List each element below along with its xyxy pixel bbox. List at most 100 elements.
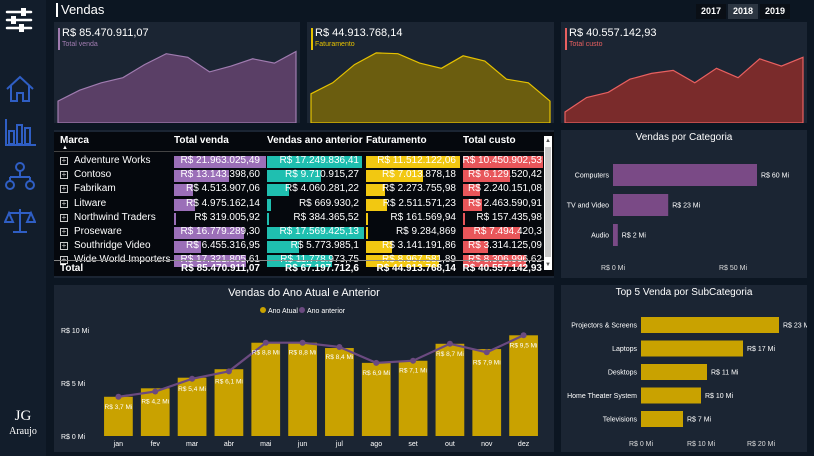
line-point[interactable]	[336, 343, 343, 350]
table-row[interactable]: + Fabrikam R$ 4.513.907,06 R$ 4.060.281,22 R…	[54, 183, 544, 197]
expand-icon[interactable]: +	[60, 198, 68, 208]
mensal-panel: Vendas do Ano Atual e Anterior Ano Atual…	[54, 285, 554, 452]
user-name: Araujo	[9, 426, 37, 437]
total-custo: R$ 40.557.142,93	[462, 263, 542, 274]
line-point[interactable]	[225, 368, 232, 375]
categoria-panel: Vendas por Categoria Computers R$ 60 Mi TV…	[561, 130, 807, 278]
line-point[interactable]	[115, 393, 122, 400]
expand-icon[interactable]: +	[60, 156, 68, 165]
bar[interactable]	[435, 343, 465, 436]
anterior-bar	[267, 184, 290, 197]
scrollbar-thumb[interactable]	[545, 147, 551, 257]
fat-bar	[366, 198, 387, 211]
anterior-bar	[267, 156, 363, 168]
custo-bar	[463, 198, 482, 211]
bar[interactable]	[288, 342, 317, 436]
fat-bar	[366, 156, 461, 168]
line-point[interactable]	[520, 332, 527, 339]
anterior-value: R$ 11.778.973,75	[280, 254, 359, 266]
header-vendas-ano-anterior[interactable]: Vendas ano anterior	[267, 135, 363, 146]
kpi-total-custo[interactable]: R$ 40.557.142,93 Total custo	[561, 22, 807, 123]
year-2019-button[interactable]: 2019	[760, 4, 790, 19]
line-point[interactable]	[189, 375, 196, 382]
bar[interactable]	[613, 164, 757, 186]
table-row[interactable]: + Litware R$ 4.975.162,14 R$ 669.930,2 R$ 2.…	[54, 198, 544, 212]
bar[interactable]	[613, 224, 618, 246]
table-row[interactable]: + Southridge Video R$ 6.455.316,95 R$ 5.773…	[54, 240, 544, 254]
kpi-label: Total custo	[569, 41, 603, 48]
venda-value: R$ 13.143.398,60	[180, 169, 260, 181]
bar[interactable]	[613, 194, 669, 216]
bar[interactable]	[361, 362, 391, 436]
table-row[interactable]: + Adventure Works R$ 21.963.025,49 R$ 17.24…	[54, 155, 544, 169]
bar[interactable]	[472, 349, 502, 436]
total-row: Total R$ 85.470.911,07 R$ 67.197.712,6 R…	[54, 263, 544, 276]
bar[interactable]	[641, 387, 701, 404]
brand-name: Adventure Works	[74, 155, 151, 166]
header-total-venda[interactable]: Total venda	[174, 135, 229, 146]
x-axis-tick: abr	[224, 441, 235, 448]
expand-icon[interactable]: +	[60, 170, 68, 180]
custo-bar	[463, 156, 543, 168]
expand-icon[interactable]: +	[60, 241, 68, 251]
total-divider	[54, 260, 544, 261]
line-point[interactable]	[410, 357, 417, 364]
kpi-accent	[311, 28, 313, 50]
line-point[interactable]	[262, 339, 269, 346]
scroll-down-icon[interactable]: ▼	[545, 262, 551, 268]
scales-icon[interactable]	[4, 206, 36, 236]
year-2017-button[interactable]: 2017	[696, 4, 726, 19]
bar[interactable]	[177, 377, 207, 436]
expand-icon[interactable]: +	[60, 227, 68, 236]
point-label: R$ 8,4 Mi	[326, 354, 354, 361]
axis-tick: R$ 20 Mi	[747, 441, 775, 448]
kpi-faturamento[interactable]: R$ 44.913.768,14 Faturamento	[307, 22, 554, 123]
kpi-accent	[565, 28, 567, 50]
table-row[interactable]: + Proseware R$ 16.779.289,30 R$ 17.569.425,…	[54, 226, 544, 240]
header-marca[interactable]: Marca	[60, 135, 89, 146]
bar[interactable]	[140, 388, 170, 436]
category-label: Home Theater System	[567, 393, 637, 400]
line-point[interactable]	[299, 339, 306, 346]
bar[interactable]	[325, 348, 354, 436]
brand-name: Northwind Traders	[74, 211, 156, 223]
expand-icon[interactable]: +	[60, 212, 68, 222]
fat-value: R$ 9.284,869	[395, 226, 456, 237]
bar[interactable]	[641, 364, 707, 380]
table-row[interactable]: + Contoso R$ 13.143.398,60 R$ 9.710.915,27 R…	[54, 169, 544, 183]
anterior-value: R$ 17.569.425,13	[279, 226, 359, 237]
categoria-chart: Computers R$ 60 Mi TV and Video R$ 23 Mi Aud…	[567, 164, 789, 272]
expand-icon[interactable]: +	[60, 184, 68, 194]
kpi-total-venda[interactable]: R$ 85.470.911,07 Total venda	[54, 22, 300, 123]
bar[interactable]	[641, 340, 743, 357]
line-point[interactable]	[152, 388, 159, 395]
bar[interactable]	[214, 369, 244, 436]
kpi-value: R$ 85.470.911,07	[62, 27, 149, 39]
category-label: Televisions	[603, 417, 638, 424]
table-row[interactable]: + Northwind Traders R$ 319.005,92 R$ 384.36…	[54, 212, 544, 226]
line-point[interactable]	[483, 349, 490, 356]
point-label: R$ 8,8 Mi	[252, 350, 280, 357]
bar[interactable]	[509, 335, 538, 436]
bar[interactable]	[641, 317, 779, 333]
line-point[interactable]	[446, 340, 453, 347]
category-label: Audio	[591, 233, 609, 240]
line-point[interactable]	[373, 359, 380, 366]
bar[interactable]	[251, 342, 281, 436]
x-axis-tick: set	[408, 441, 417, 448]
scroll-up-icon[interactable]: ▲	[545, 138, 551, 144]
categoria-title: Vendas por Categoria	[635, 132, 733, 143]
people-network-icon[interactable]	[4, 160, 36, 192]
header-faturamento[interactable]: Faturamento	[366, 135, 427, 146]
mensal-title: Vendas do Ano Atual e Anterior	[228, 287, 380, 299]
header-total-custo[interactable]: Total custo	[463, 135, 516, 146]
bar[interactable]	[398, 360, 428, 436]
home-icon[interactable]	[4, 74, 36, 104]
bar[interactable]	[641, 411, 683, 427]
settings-sliders-icon[interactable]	[4, 6, 34, 34]
bar-chart-icon[interactable]	[4, 117, 38, 147]
bar[interactable]	[104, 396, 133, 436]
year-2018-button[interactable]: 2018	[728, 4, 758, 19]
fat-value: R$ 2.511.571,23	[382, 197, 456, 209]
